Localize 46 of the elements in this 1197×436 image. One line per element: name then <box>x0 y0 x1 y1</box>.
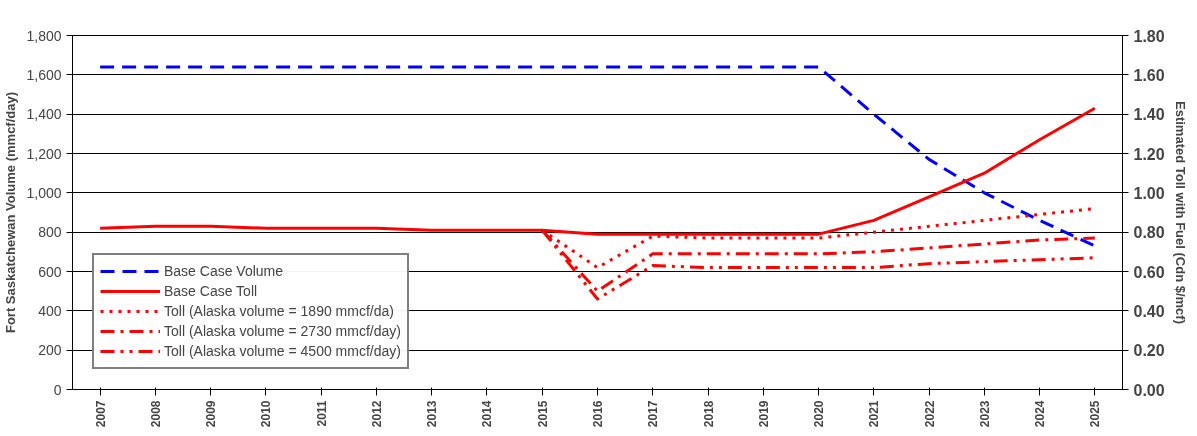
x-tick-label: 2021 <box>867 400 882 428</box>
x-tick-label: 2024 <box>1033 400 1048 428</box>
y2-tick-label: 0.20 <box>1133 342 1165 360</box>
x-tick-label: 2018 <box>701 400 716 428</box>
x-tick-label: 2025 <box>1088 400 1103 428</box>
y2-tick-label: 0.80 <box>1133 224 1165 242</box>
y2-tick-label: 1.40 <box>1133 106 1165 124</box>
x-tick-label: 2007 <box>93 400 108 428</box>
y-tick-label: 0 <box>53 381 62 398</box>
y2-axis-title: Estimated Toll with Fuel (Cdn $/mcf) <box>1172 101 1188 324</box>
x-tick-label: 2022 <box>922 400 937 428</box>
x-tick-label: 2023 <box>977 400 992 428</box>
x-tick-label: 2017 <box>646 400 661 428</box>
y-axis-title: Fort Saskatchewan Volume (mmcf/day) <box>3 91 19 334</box>
x-tick-label: 2009 <box>204 400 219 428</box>
legend-label: Toll (Alaska volume = 4500 mmcf/day) <box>164 343 401 359</box>
y2-tick-label: 1.20 <box>1133 145 1165 163</box>
y-tick-label: 1,000 <box>26 184 62 201</box>
x-tick-label: 2010 <box>259 400 274 428</box>
x-tick-label: 2013 <box>425 400 440 428</box>
y2-tick-label: 0.60 <box>1133 263 1165 281</box>
legend-label: Base Case Volume <box>164 263 284 279</box>
y-tick-label: 400 <box>38 302 62 319</box>
x-tick-label: 2014 <box>480 400 495 428</box>
legend-label: Toll (Alaska volume = 1890 mmcf/da) <box>164 303 394 319</box>
y2-tick-label: 1.60 <box>1133 66 1165 84</box>
x-tick-label: 2015 <box>535 400 550 428</box>
x-tick-label: 2008 <box>148 400 163 428</box>
y2-tick-label: 0.00 <box>1133 381 1165 399</box>
y-tick-label: 1,800 <box>26 27 62 44</box>
x-tick-label: 2011 <box>314 400 329 427</box>
x-tick-label: 2012 <box>369 400 384 428</box>
y-tick-label: 1,600 <box>26 66 62 83</box>
y-tick-label: 200 <box>38 342 62 359</box>
x-tick-label: 2020 <box>812 400 827 428</box>
y-tick-label: 800 <box>38 224 62 241</box>
y2-tick-label: 0.40 <box>1133 302 1165 320</box>
legend-label: Base Case Toll <box>164 283 258 299</box>
y-tick-label: 1,400 <box>26 106 62 123</box>
y-tick-label: 600 <box>38 263 62 280</box>
y-tick-label: 1,200 <box>26 145 62 162</box>
x-tick-label: 2016 <box>591 400 605 428</box>
y2-tick-label: 1.80 <box>1133 27 1165 45</box>
legend-label: Toll (Alaska volume = 2730 mmcf/day) <box>164 323 401 339</box>
x-tick-label: 2019 <box>756 400 771 428</box>
y2-tick-label: 1.00 <box>1133 184 1165 202</box>
